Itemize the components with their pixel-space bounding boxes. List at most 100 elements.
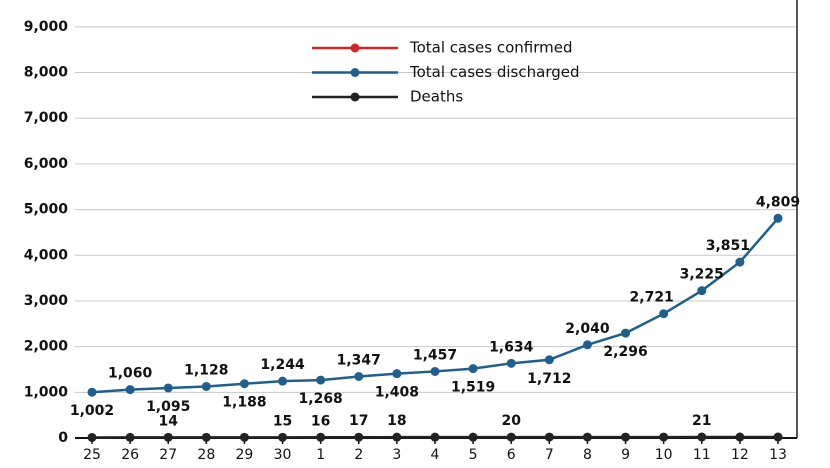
data-label: 1,002 <box>70 403 114 419</box>
data-label: 1,060 <box>108 366 153 382</box>
data-point <box>506 432 516 442</box>
data-point <box>621 432 631 442</box>
data-point <box>621 328 631 338</box>
data-label: 2,721 <box>630 290 674 306</box>
data-point <box>506 358 516 368</box>
y-tick-label: 6,000 <box>24 156 69 172</box>
legend-label: Deaths <box>410 88 463 106</box>
x-tick-label: 26 <box>121 447 139 463</box>
data-label: 2,040 <box>565 321 610 337</box>
x-tick-label: 8 <box>583 447 592 463</box>
data-label: 1,268 <box>299 391 343 407</box>
x-tick-label: 4 <box>431 447 440 463</box>
data-point <box>582 340 592 350</box>
y-tick-label: 7,000 <box>24 110 69 126</box>
data-label: 21 <box>692 413 711 429</box>
y-tick-label: 5,000 <box>24 202 69 218</box>
x-tick-label: 12 <box>731 447 749 463</box>
x-tick-label: 30 <box>274 447 292 463</box>
data-point <box>392 369 402 379</box>
data-label: 17 <box>349 413 368 429</box>
x-tick-label: 10 <box>655 447 673 463</box>
data-point <box>316 432 326 442</box>
x-tick-label: 28 <box>197 447 215 463</box>
data-point <box>163 383 173 393</box>
x-tick-label: 2 <box>354 447 363 463</box>
data-label: 1,712 <box>527 371 571 387</box>
data-point <box>544 355 554 365</box>
data-label: 3,225 <box>680 267 724 283</box>
data-label: 2,296 <box>603 344 647 360</box>
legend-label: Total cases confirmed <box>409 39 573 57</box>
data-point <box>697 286 707 296</box>
y-tick-label: 9,000 <box>24 19 69 35</box>
data-point <box>316 375 326 385</box>
data-point <box>278 432 288 442</box>
data-point <box>468 432 478 442</box>
data-point <box>201 432 211 442</box>
data-point <box>582 432 592 442</box>
y-tick-label: 2,000 <box>24 339 69 355</box>
y-tick-label: 0 <box>58 430 68 446</box>
x-tick-label: 11 <box>693 447 711 463</box>
data-point <box>773 432 783 442</box>
data-point <box>735 257 745 267</box>
x-tick-label: 7 <box>545 447 554 463</box>
data-point <box>87 387 97 397</box>
data-point <box>659 432 669 442</box>
data-label: 1,095 <box>146 399 190 415</box>
data-point <box>163 432 173 442</box>
legend-marker <box>350 43 360 53</box>
data-point <box>125 385 135 395</box>
x-tick-label: 29 <box>236 447 254 463</box>
data-label: 1,347 <box>337 352 381 368</box>
x-tick-label: 6 <box>507 447 516 463</box>
data-point <box>468 364 478 374</box>
data-point <box>773 213 783 223</box>
data-point <box>659 309 669 319</box>
legend-marker <box>350 92 360 102</box>
x-tick-label: 27 <box>159 447 177 463</box>
data-point <box>125 432 135 442</box>
y-tick-label: 4,000 <box>24 247 69 263</box>
data-label: 1,408 <box>375 385 419 401</box>
x-tick-label: 9 <box>621 447 630 463</box>
data-point <box>239 379 249 389</box>
data-point <box>697 432 707 442</box>
x-tick-label: 13 <box>769 447 787 463</box>
x-tick-label: 5 <box>469 447 478 463</box>
data-label: 1,128 <box>184 362 228 378</box>
data-label: 20 <box>501 413 521 429</box>
data-point <box>430 432 440 442</box>
data-point <box>354 432 364 442</box>
data-point <box>544 432 554 442</box>
data-point <box>87 432 97 442</box>
data-label: 1,634 <box>489 339 534 355</box>
data-label: 3,851 <box>706 238 750 254</box>
data-point <box>430 366 440 376</box>
data-point <box>392 432 402 442</box>
x-tick-label: 3 <box>392 447 401 463</box>
data-label: 4,809 <box>756 194 800 210</box>
y-tick-label: 8,000 <box>24 65 69 81</box>
x-tick-label: 25 <box>83 447 101 463</box>
legend-label: Total cases discharged <box>409 63 580 81</box>
y-tick-label: 3,000 <box>24 293 69 309</box>
data-point <box>239 432 249 442</box>
data-label: 18 <box>387 413 406 429</box>
data-label: 16 <box>311 413 330 429</box>
x-tick-label: 1 <box>316 447 325 463</box>
data-label: 1,519 <box>451 380 495 396</box>
data-point <box>735 432 745 442</box>
legend-marker <box>350 68 360 77</box>
data-label: 1,457 <box>413 347 457 363</box>
data-label: 1,188 <box>222 395 266 411</box>
data-label: 15 <box>273 413 292 429</box>
data-point <box>354 371 364 381</box>
data-label: 14 <box>158 413 178 429</box>
y-tick-label: 1,000 <box>24 384 69 400</box>
data-label: 1,244 <box>260 357 305 373</box>
data-point <box>278 376 288 386</box>
data-point <box>201 381 211 391</box>
